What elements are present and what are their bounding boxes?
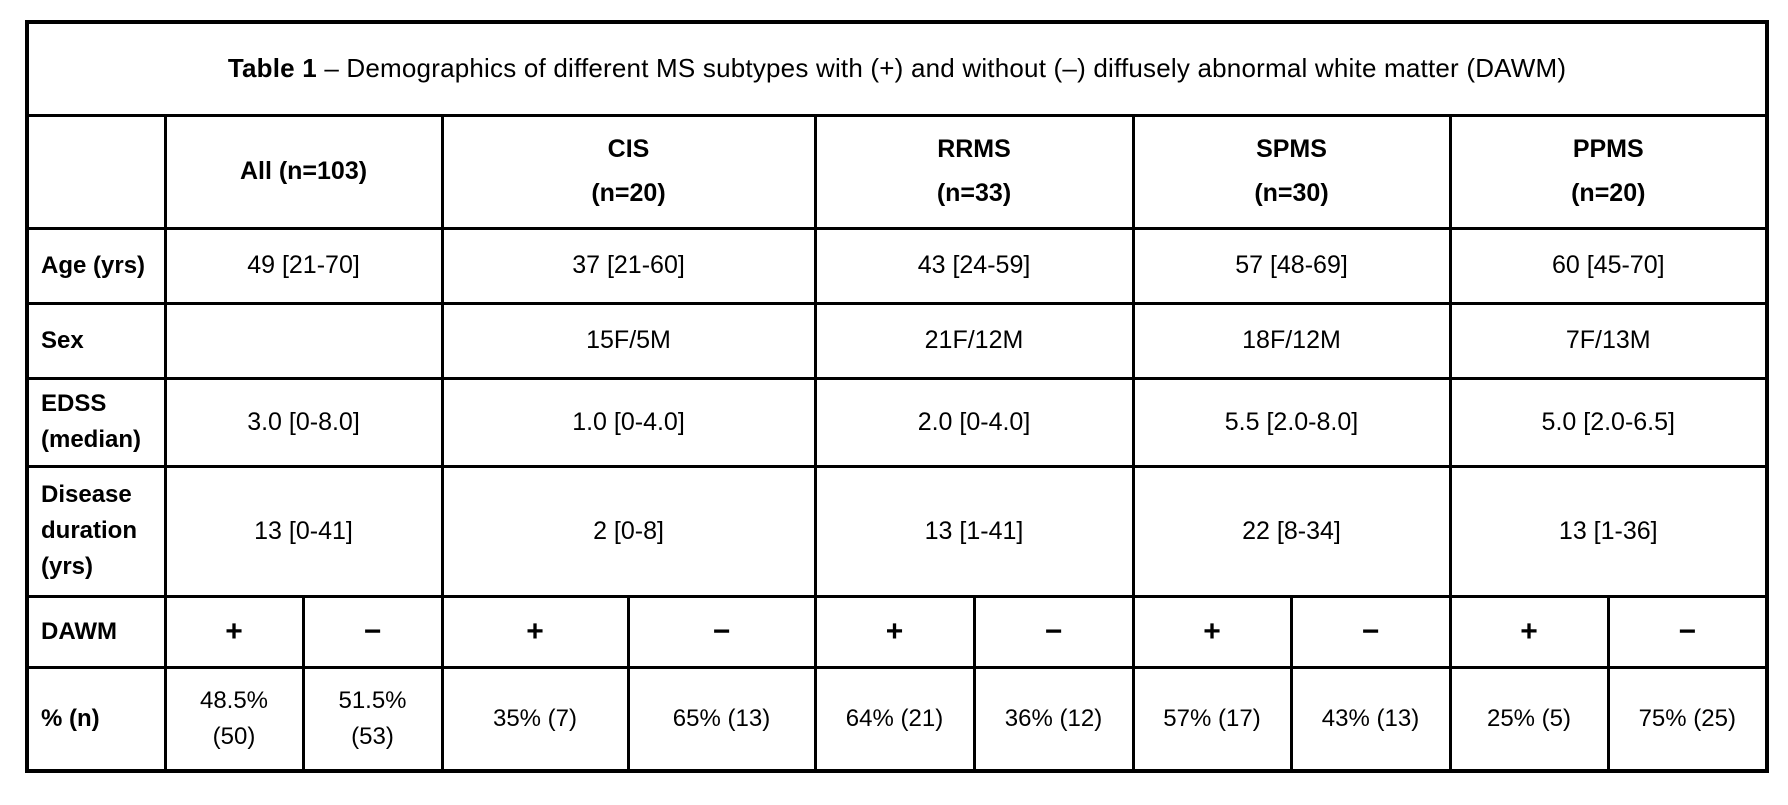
cell-pct-all-minus: 51.5% (53)	[301, 665, 444, 773]
table-caption: Table 1 – Demographics of different MS s…	[25, 20, 1769, 117]
pct-line: 36% (12)	[1004, 704, 1103, 732]
column-header-cis-name: CIS	[607, 134, 650, 163]
table-caption-number: Table 1	[227, 53, 317, 84]
cell-dawm-spms-minus: −	[1289, 594, 1452, 669]
pct-line: 57% (17)	[1163, 704, 1261, 732]
cell-duration-cis: 2 [0-8]	[440, 464, 817, 598]
table-row-duration: Disease duration (yrs) 13 [0-41] 2 [0-8]…	[25, 464, 1769, 598]
cell-duration-rrms: 13 [1-41]	[813, 464, 1135, 598]
cell-pct-ppms-minus: 75% (25)	[1606, 665, 1769, 773]
cell-dawm-spms-plus: +	[1131, 594, 1293, 669]
pct-line: 64% (21)	[845, 704, 944, 732]
pct-line: 35% (7)	[492, 704, 578, 732]
row-label-age: Age (yrs)	[25, 226, 167, 305]
cell-duration-all: 13 [0-41]	[163, 464, 444, 598]
row-label-edss: EDSS (median)	[25, 376, 167, 468]
pct-line: (53)	[351, 722, 394, 750]
cell-age-cis: 37 [21-60]	[440, 226, 817, 305]
row-label-sex: Sex	[25, 301, 167, 380]
pct-line: 75% (25)	[1638, 704, 1736, 732]
table-row-age: Age (yrs) 49 [21-70] 37 [21-60] 43 [24-5…	[25, 226, 1769, 305]
column-header-all-name: All (n=103)	[239, 156, 368, 185]
cell-duration-spms: 22 [8-34]	[1131, 464, 1452, 598]
pct-line: 65% (13)	[672, 704, 771, 732]
column-header-ppms-name: PPMS	[1572, 134, 1644, 163]
cell-pct-all-plus: 48.5% (50)	[163, 665, 305, 773]
cell-sex-ppms: 7F/13M	[1448, 301, 1769, 380]
column-header-spms-n: (n=30)	[1254, 178, 1329, 207]
column-header-cis-n: (n=20)	[591, 178, 666, 207]
cell-dawm-all-minus: −	[301, 594, 444, 669]
header-corner-cell	[25, 113, 167, 230]
table-row-dawm: DAWM + − + − + − + − + −	[25, 594, 1769, 669]
column-header-all: All (n=103)	[163, 113, 444, 230]
cell-pct-rrms-minus: 36% (12)	[972, 665, 1135, 773]
cell-sex-rrms: 21F/12M	[813, 301, 1135, 380]
demographics-table: Table 1 – Demographics of different MS s…	[25, 20, 1770, 773]
cell-edss-spms: 5.5 [2.0-8.0]	[1131, 376, 1452, 468]
table-row-sex: Sex 15F/5M 21F/12M 18F/12M 7F/13M	[25, 301, 1769, 380]
pct-line: 51.5%	[338, 686, 407, 714]
cell-dawm-ppms-plus: +	[1448, 594, 1610, 669]
column-header-ppms: PPMS (n=20)	[1448, 113, 1769, 230]
cell-pct-rrms-plus: 64% (21)	[813, 665, 976, 773]
pct-line: 48.5%	[199, 686, 269, 714]
cell-dawm-rrms-minus: −	[972, 594, 1135, 669]
cell-dawm-rrms-plus: +	[813, 594, 976, 669]
pct-line: (50)	[212, 722, 256, 750]
cell-pct-cis-plus: 35% (7)	[440, 665, 630, 773]
column-header-spms-name: SPMS	[1256, 134, 1327, 163]
cell-edss-cis: 1.0 [0-4.0]	[440, 376, 817, 468]
column-header-ppms-n: (n=20)	[1571, 178, 1646, 207]
cell-sex-cis: 15F/5M	[440, 301, 817, 380]
pct-line: 43% (13)	[1321, 704, 1420, 732]
cell-age-all: 49 [21-70]	[163, 226, 444, 305]
column-header-cis: CIS (n=20)	[440, 113, 817, 230]
table-row-edss: EDSS (median) 3.0 [0-8.0] 1.0 [0-4.0] 2.…	[25, 376, 1769, 468]
cell-edss-ppms: 5.0 [2.0-6.5]	[1448, 376, 1769, 468]
column-header-row: All (n=103) CIS (n=20) RRMS (n=33) SPMS …	[25, 113, 1769, 230]
column-header-rrms-name: RRMS	[937, 134, 1011, 163]
row-label-dawm: DAWM	[25, 594, 167, 669]
cell-sex-spms: 18F/12M	[1131, 301, 1452, 380]
row-label-duration: Disease duration (yrs)	[25, 464, 167, 598]
cell-age-spms: 57 [48-69]	[1131, 226, 1452, 305]
cell-pct-cis-minus: 65% (13)	[626, 665, 817, 773]
cell-duration-ppms: 13 [1-36]	[1448, 464, 1769, 598]
cell-age-ppms: 60 [45-70]	[1448, 226, 1769, 305]
column-header-rrms-n: (n=33)	[936, 178, 1012, 207]
cell-edss-rrms: 2.0 [0-4.0]	[813, 376, 1135, 468]
cell-pct-spms-minus: 43% (13)	[1289, 665, 1452, 773]
cell-age-rrms: 43 [24-59]	[813, 226, 1135, 305]
table-caption-row: Table 1 – Demographics of different MS s…	[25, 20, 1769, 117]
cell-dawm-cis-minus: −	[626, 594, 817, 669]
cell-dawm-cis-plus: +	[440, 594, 630, 669]
cell-dawm-all-plus: +	[163, 594, 305, 669]
row-label-pct: % (n)	[25, 665, 167, 773]
cell-dawm-ppms-minus: −	[1606, 594, 1769, 669]
cell-edss-all: 3.0 [0-8.0]	[163, 376, 444, 468]
table-caption-text: – Demographics of different MS subtypes …	[316, 53, 1567, 84]
cell-sex-all	[163, 301, 444, 380]
cell-pct-ppms-plus: 25% (5)	[1448, 665, 1610, 773]
pct-line: 25% (5)	[1486, 704, 1572, 732]
column-header-rrms: RRMS (n=33)	[813, 113, 1135, 230]
cell-pct-spms-plus: 57% (17)	[1131, 665, 1293, 773]
column-header-spms: SPMS (n=30)	[1131, 113, 1452, 230]
table-row-pct: % (n) 48.5% (50) 51.5% (53) 35% (7) 65% …	[25, 665, 1769, 773]
